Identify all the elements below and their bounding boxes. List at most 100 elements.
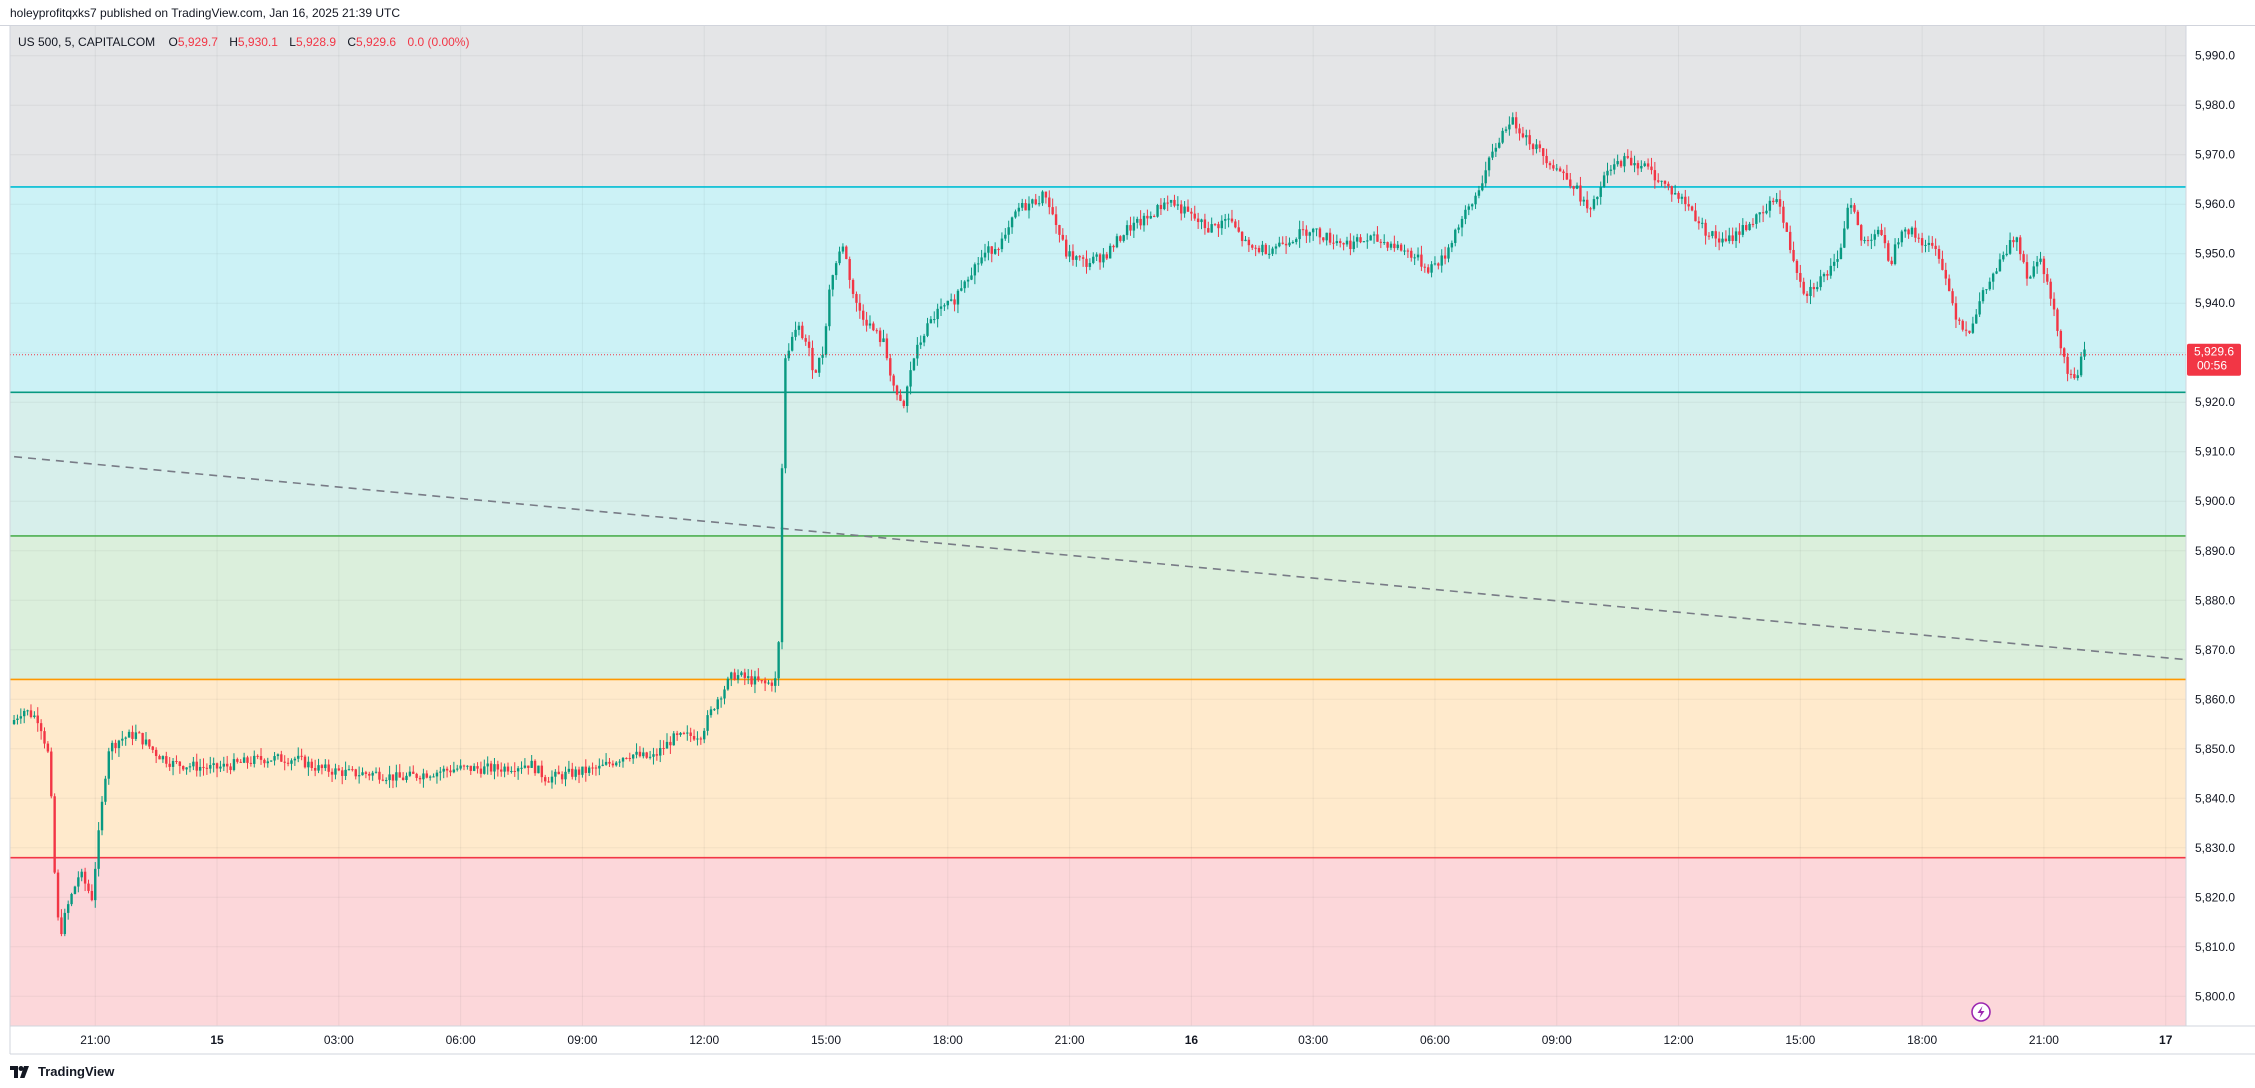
price-tick-label: 5,830.0 bbox=[2195, 841, 2235, 855]
price-axis[interactable]: 5,800.0 5,810.0 5,820.0 5,830.0 5,840.0 5,850… bbox=[2195, 49, 2235, 1004]
candle-body bbox=[2066, 356, 2069, 374]
candle-body bbox=[2073, 374, 2076, 379]
tradingview-logo[interactable]: TradingView bbox=[10, 1064, 114, 1079]
candle-body bbox=[1917, 237, 1920, 239]
candle-body bbox=[1728, 235, 1731, 242]
candle-body bbox=[222, 763, 226, 767]
price-tick-label: 5,810.0 bbox=[2195, 940, 2235, 954]
candle-body bbox=[953, 299, 956, 305]
candle-body bbox=[371, 772, 374, 776]
candle-body bbox=[730, 672, 733, 679]
price-tick-label: 5,940.0 bbox=[2195, 296, 2235, 310]
last-price-tag: 5,929.6 00:56 bbox=[2187, 343, 2241, 376]
candle-body bbox=[648, 756, 652, 758]
candle-body bbox=[1328, 232, 1332, 243]
candle-body bbox=[696, 738, 699, 740]
candle-body bbox=[1535, 144, 1538, 150]
candle-body bbox=[100, 801, 104, 831]
candle-body bbox=[1447, 247, 1450, 259]
candle-body bbox=[1860, 225, 1863, 241]
candle-body bbox=[1166, 202, 1169, 204]
candle-body bbox=[1149, 216, 1152, 219]
candle-body bbox=[899, 394, 902, 401]
candle-body bbox=[1457, 227, 1460, 230]
candle-body bbox=[584, 766, 588, 773]
candle-body bbox=[1210, 224, 1213, 233]
candle-body bbox=[1454, 229, 1457, 243]
price-zone bbox=[10, 857, 2186, 1026]
candle-body bbox=[1585, 199, 1589, 209]
candle-body bbox=[537, 765, 540, 774]
candle-body bbox=[587, 767, 591, 773]
candle-body bbox=[777, 642, 780, 679]
candle-body bbox=[1562, 171, 1565, 174]
time-tick-label: 21:00 bbox=[80, 1033, 110, 1047]
symbol-legend[interactable]: US 500, 5, CAPITALCOM O5,929.7 H5,930.1 … bbox=[18, 35, 477, 49]
candle-body bbox=[1511, 117, 1514, 125]
candle-body bbox=[1707, 235, 1711, 237]
candle-body bbox=[398, 772, 401, 778]
candle-body bbox=[94, 868, 97, 901]
candle-body bbox=[557, 771, 560, 775]
legend-high-value: 5,930.1 bbox=[237, 35, 278, 49]
candle-body bbox=[1345, 240, 1349, 245]
candle-body bbox=[1081, 257, 1085, 259]
candle-body bbox=[280, 754, 283, 762]
candle-body bbox=[1805, 293, 1809, 297]
candle-body bbox=[46, 743, 50, 752]
candle-body bbox=[1274, 246, 1278, 249]
candle-body bbox=[1075, 256, 1078, 260]
candle-body bbox=[767, 682, 770, 684]
candle-body bbox=[1450, 242, 1454, 248]
candle-body bbox=[706, 715, 709, 731]
time-tick-label: 06:00 bbox=[446, 1033, 476, 1047]
time-tick-label: 16 bbox=[1185, 1033, 1199, 1047]
candle-body bbox=[669, 741, 672, 746]
candle-body bbox=[324, 764, 327, 769]
candle-body bbox=[313, 767, 317, 771]
horizontal-levels[interactable] bbox=[10, 186, 2186, 859]
candle-body bbox=[1494, 147, 1498, 152]
candles bbox=[12, 111, 2086, 937]
candle-body bbox=[1092, 256, 1095, 264]
candle-body bbox=[821, 354, 824, 358]
candle-body bbox=[117, 740, 121, 749]
candle-body bbox=[1761, 212, 1765, 214]
candle-body bbox=[1555, 168, 1558, 170]
candle-body bbox=[814, 370, 818, 373]
candle-body bbox=[1484, 170, 1487, 184]
candle-body bbox=[1822, 274, 1826, 277]
time-tick-label: 21:00 bbox=[2029, 1033, 2059, 1047]
candle-body bbox=[625, 757, 628, 759]
candle-body bbox=[733, 672, 736, 680]
candle-body bbox=[1734, 231, 1738, 241]
candle-body bbox=[483, 766, 486, 774]
candle-body bbox=[1264, 244, 1268, 255]
candle-body bbox=[1332, 242, 1335, 244]
candle-body bbox=[1853, 205, 1856, 212]
candle-body bbox=[2032, 266, 2035, 277]
candle-body bbox=[638, 751, 642, 757]
candle-body bbox=[1119, 236, 1122, 241]
candle-body bbox=[23, 710, 26, 717]
candle-body bbox=[341, 770, 344, 776]
candle-body bbox=[1998, 259, 2002, 272]
candle-body bbox=[916, 344, 919, 359]
candle-body bbox=[1315, 228, 1318, 230]
candle-body bbox=[675, 733, 679, 735]
candle-body bbox=[1887, 243, 1890, 261]
candle-body bbox=[1677, 193, 1680, 199]
legend-symbol[interactable]: US 500, 5, CAPITALCOM bbox=[18, 35, 156, 49]
candle-body bbox=[520, 767, 523, 769]
candle-body bbox=[19, 716, 23, 719]
candle-body bbox=[550, 776, 554, 783]
time-tick-label: 18:00 bbox=[933, 1033, 963, 1047]
time-axis[interactable]: 21:00 15 03:00 06:00 09:00 12:00 15:00 18:00 21:… bbox=[80, 1033, 2172, 1047]
candle-body bbox=[1812, 286, 1816, 290]
candle-body bbox=[922, 335, 926, 343]
candle-body bbox=[902, 400, 906, 407]
candle-body bbox=[364, 772, 368, 774]
lightning-icon[interactable] bbox=[1971, 1002, 1991, 1022]
candle-body bbox=[1697, 221, 1701, 224]
